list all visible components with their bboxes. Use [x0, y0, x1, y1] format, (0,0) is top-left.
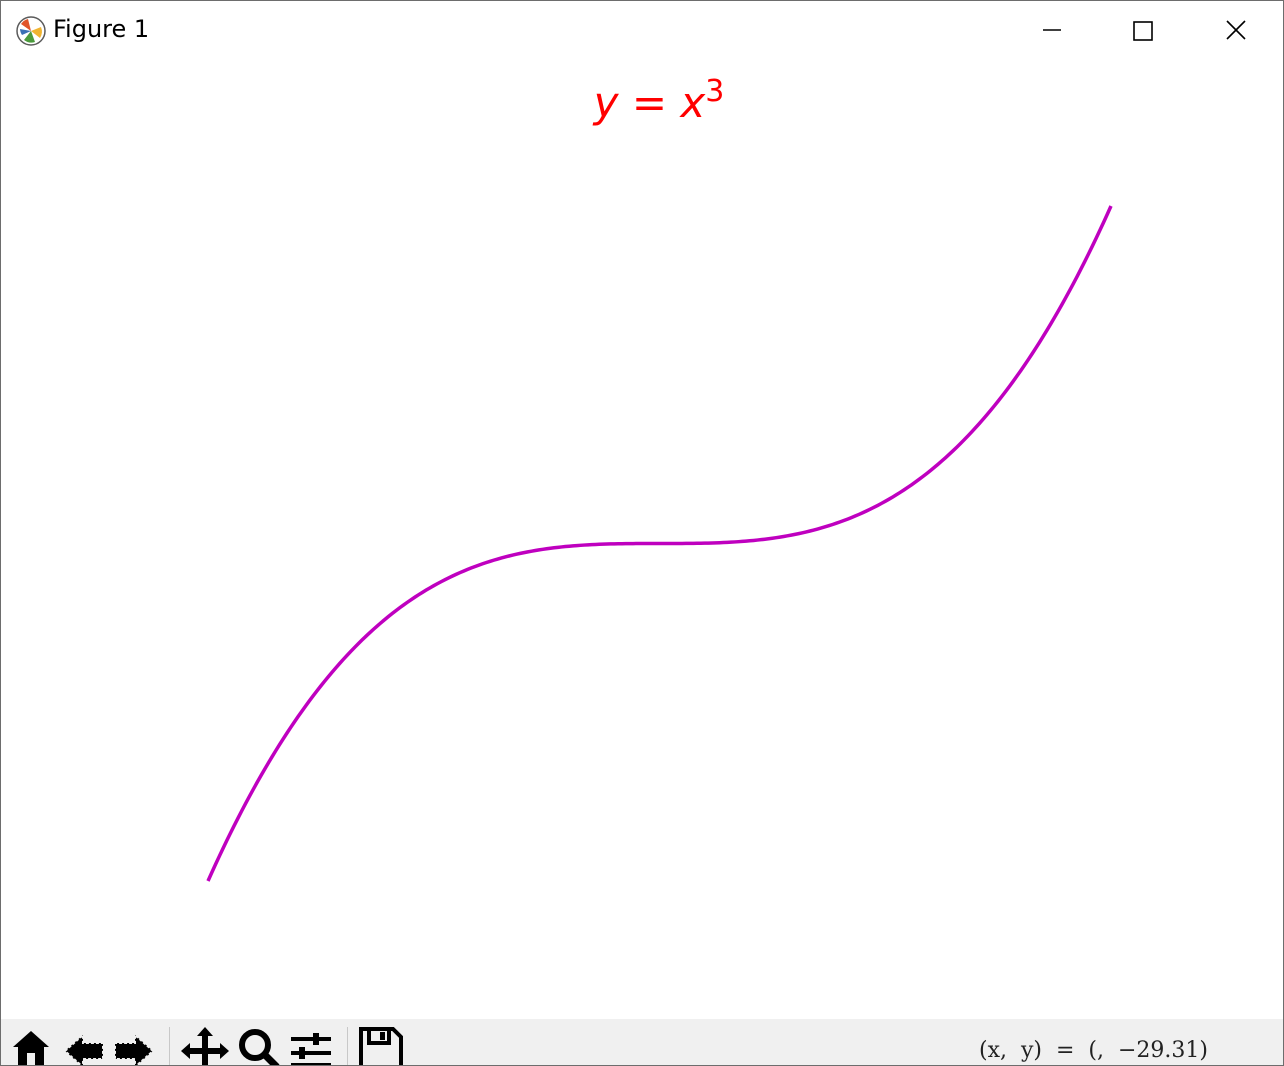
figure-canvas[interactable]: y = x3	[1, 59, 1283, 1019]
maximize-button[interactable]	[1097, 1, 1189, 59]
pan-button[interactable]	[181, 1027, 229, 1065]
zoom-icon	[239, 1029, 280, 1065]
title-bar[interactable]: Figure 1	[1, 1, 1283, 59]
minimize-button[interactable]	[1006, 1, 1098, 59]
toolbar-separator	[347, 1027, 348, 1065]
back-button[interactable]	[63, 1027, 107, 1065]
home-button[interactable]	[11, 1027, 51, 1065]
forward-button[interactable]	[111, 1027, 155, 1065]
toolbar-separator	[169, 1027, 170, 1065]
coordinate-readout: (x, y) = (, −29.31)	[979, 1038, 1208, 1063]
pan-icon	[181, 1027, 229, 1065]
window-title: Figure 1	[53, 15, 150, 43]
subplots-icon	[291, 1033, 331, 1065]
cubic-curve-line	[206, 205, 1113, 882]
save-icon	[359, 1027, 403, 1065]
minimize-icon	[1043, 29, 1061, 31]
subplots-button[interactable]	[291, 1027, 333, 1065]
chart-title-base: y = x	[592, 78, 707, 127]
navigation-toolbar	[1, 1019, 1283, 1065]
close-button[interactable]	[1189, 1, 1281, 59]
maximize-icon	[1133, 21, 1153, 41]
plot-area[interactable]: y = x3	[1, 59, 1283, 1019]
forward-arrow-icon	[114, 1032, 155, 1065]
save-button[interactable]	[359, 1027, 403, 1065]
zoom-button[interactable]	[237, 1027, 281, 1065]
back-arrow-icon	[63, 1032, 104, 1065]
home-icon	[13, 1031, 49, 1065]
close-icon	[1226, 20, 1246, 40]
chart-title: y = x3	[592, 74, 725, 127]
chart-title-exponent: 3	[705, 74, 724, 109]
matplotlib-icon	[15, 15, 47, 47]
